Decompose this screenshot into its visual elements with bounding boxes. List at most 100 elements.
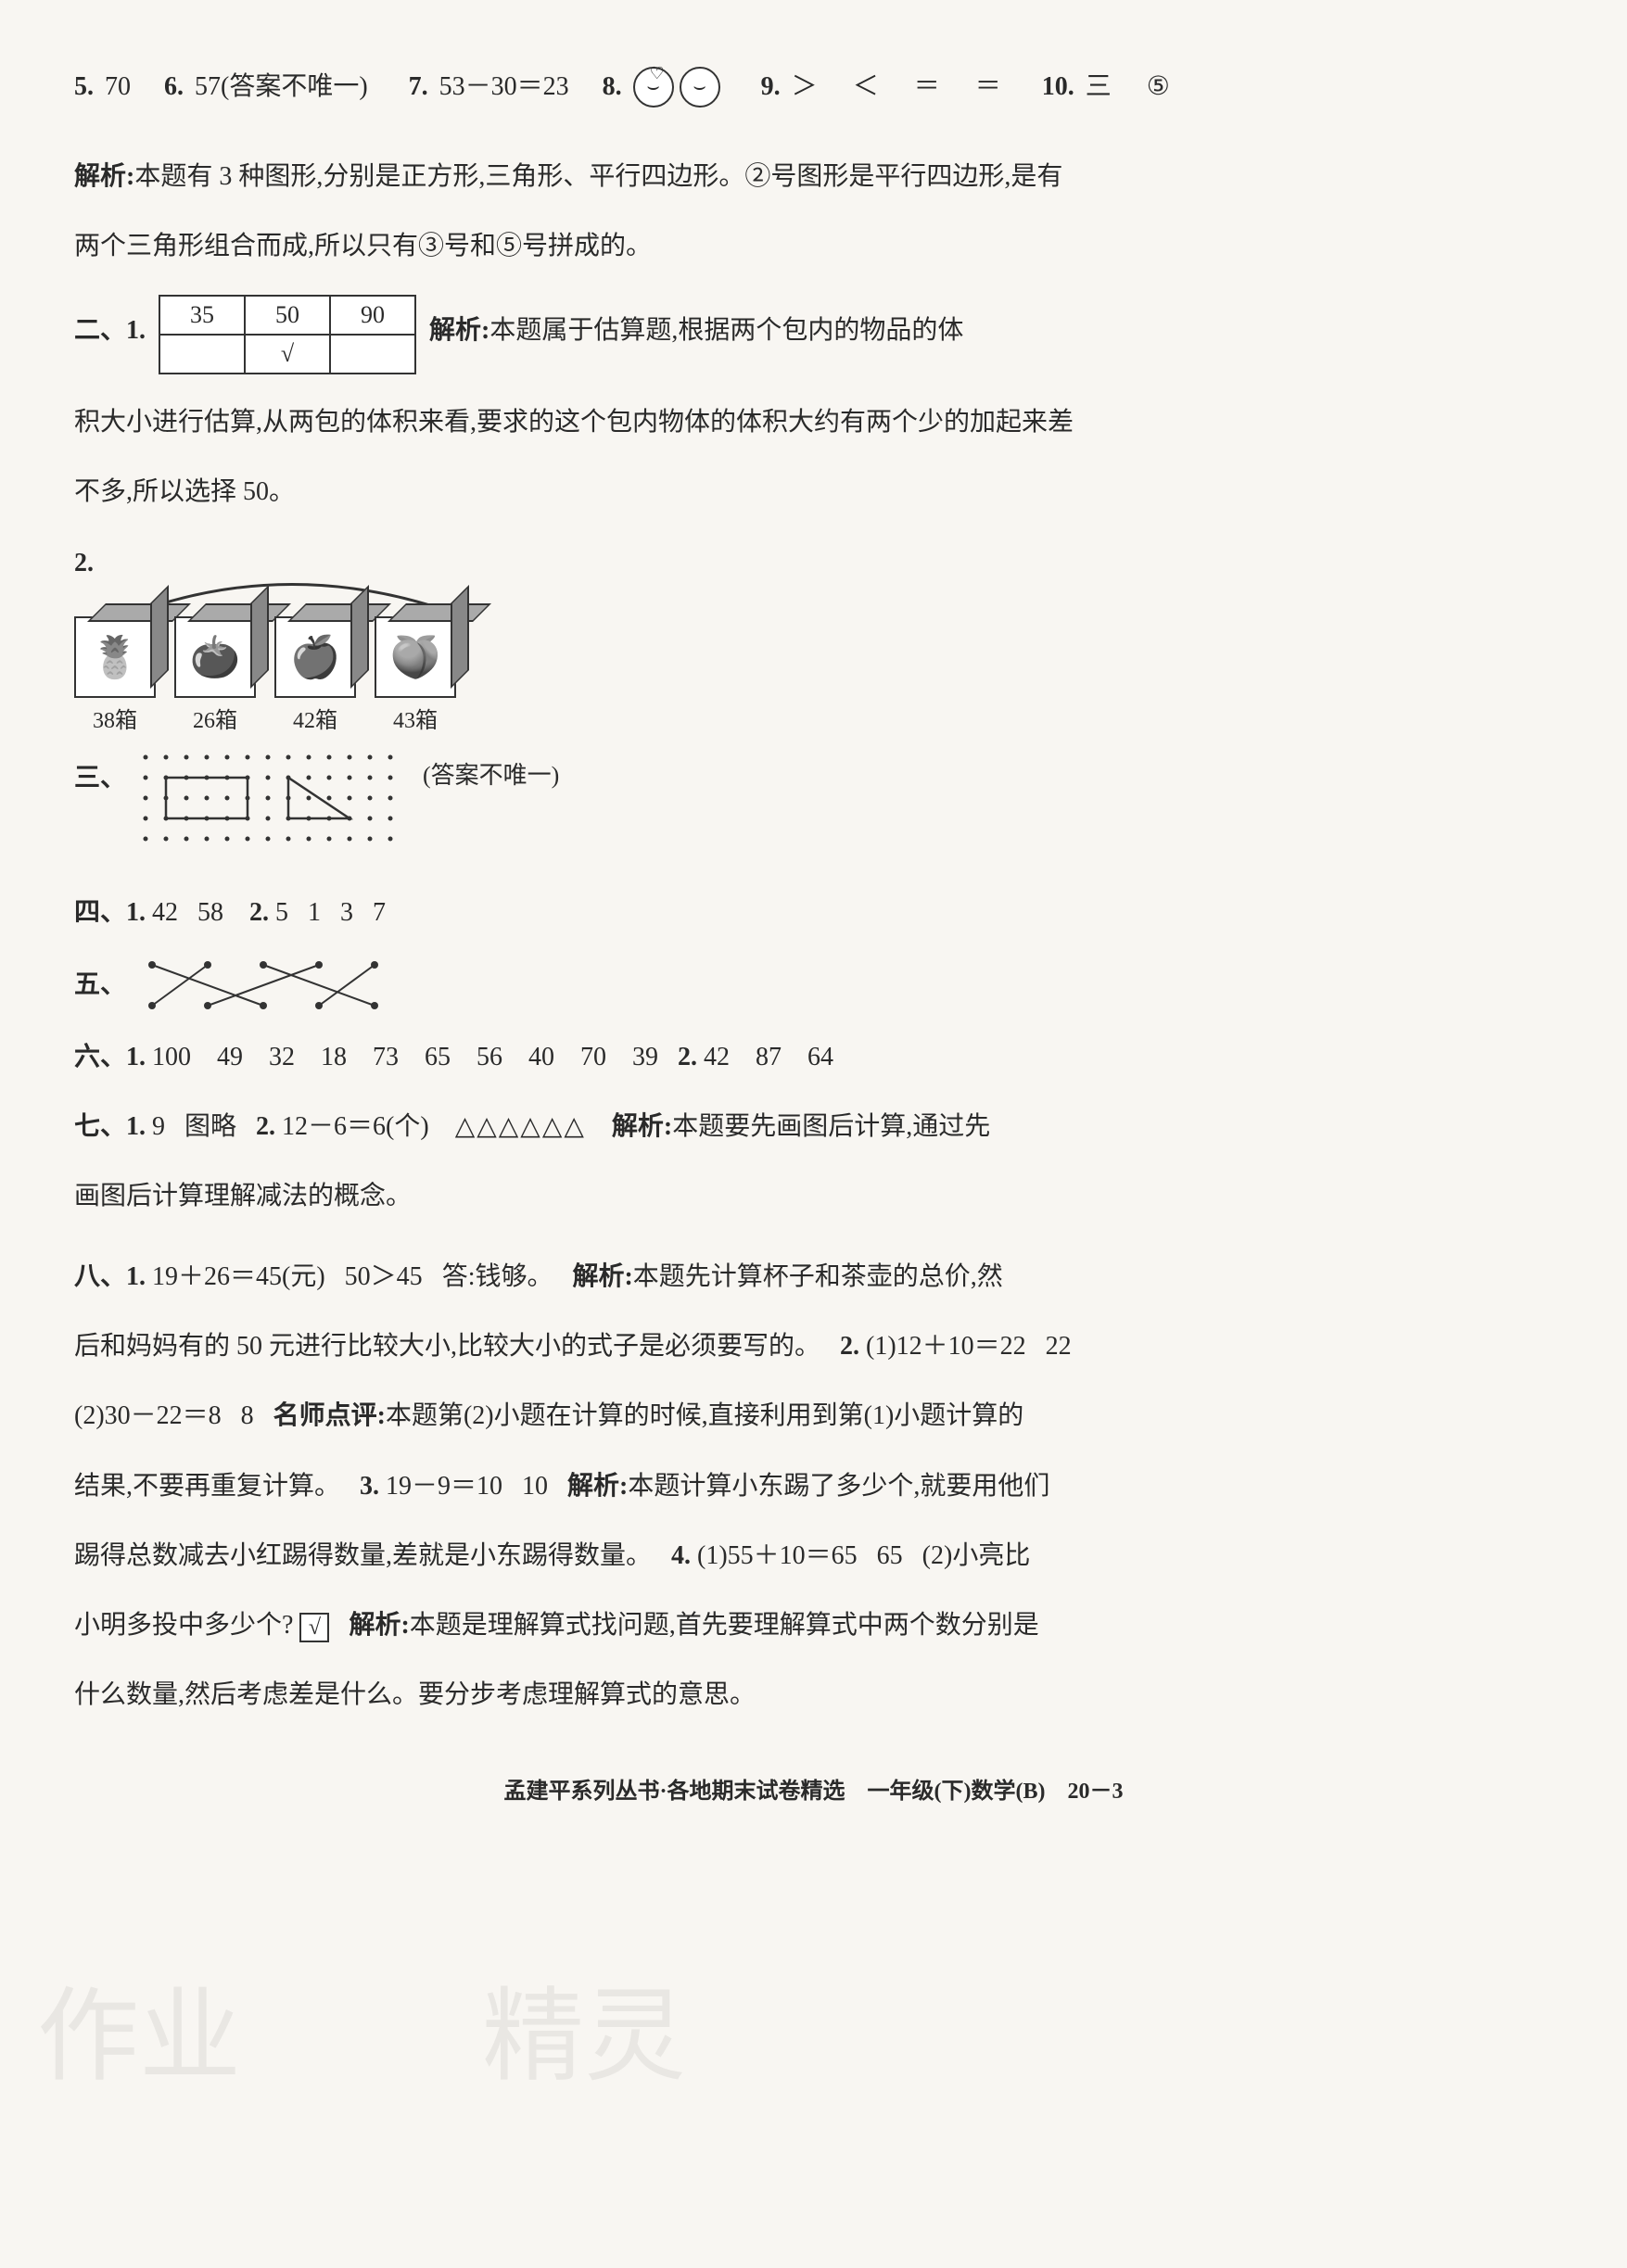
- s4-val: 58: [197, 898, 223, 927]
- section-2-after: 解析:本题属于估算题,根据两个包内的物品的体: [429, 299, 963, 361]
- section-3: 三、 (答案不唯一): [74, 747, 1553, 872]
- q9-num: 9.: [761, 56, 781, 118]
- q7-val: 53－30＝23: [439, 56, 569, 118]
- s8-q3label: 3.: [360, 1472, 379, 1501]
- s8-l3a2: 8: [241, 1401, 254, 1430]
- table-cell: 35: [159, 296, 245, 335]
- s4-val: 7: [373, 898, 386, 927]
- s6-vals2: 42 87 64: [704, 1043, 833, 1071]
- section-7-cont: 画图后计算理解减法的概念。: [74, 1165, 1553, 1227]
- q9-val: ＝: [914, 56, 940, 118]
- answer-row-1: 5. 70 6. 57(答案不唯一) 7. 53－30＝23 8. ♡ ⌣ ⌣ …: [74, 56, 1553, 118]
- s8-l5c: (2)小亮比: [922, 1541, 1031, 1570]
- box-label: 42箱: [293, 702, 337, 734]
- section-2-cont: 积大小进行估算,从两包的体积来看,要求的这个包内物体的体积大约有两个少的加起来差: [74, 391, 1553, 453]
- s8-l5b2: 65: [877, 1541, 903, 1570]
- q9-val: ＝: [975, 56, 1001, 118]
- s4-val: 3: [340, 898, 353, 927]
- s8-l5: 踢得总数减去小红踢得数量,差就是小东踢得数量。: [74, 1541, 652, 1570]
- q9-val: ＜: [853, 56, 879, 118]
- face-icon: ⌣: [680, 67, 720, 108]
- fruit-box: 🍅 26箱: [174, 616, 256, 734]
- watermark: 精灵: [482, 1953, 686, 2101]
- section-4-label2: 2.: [249, 898, 269, 927]
- table-cell: 50: [245, 296, 330, 335]
- fruit-box: 🍍 38箱: [74, 616, 156, 734]
- table-cell: √: [245, 335, 330, 374]
- analysis-label: 解析:: [429, 316, 489, 345]
- fruit-box: 🍑 43箱: [375, 616, 456, 734]
- section-2-cont2: 不多,所以选择 50。: [74, 461, 1553, 523]
- section-7-label: 七、1.: [74, 1112, 146, 1141]
- q6-val: 57(答案不唯一): [195, 56, 368, 118]
- q5-val: 70: [105, 56, 131, 118]
- s8-q2a: (1)12＋10＝22: [866, 1332, 1026, 1361]
- q10-num: 10.: [1042, 56, 1074, 118]
- section-6-label2: 2.: [678, 1043, 697, 1071]
- watermark: 作业: [37, 1953, 241, 2101]
- analysis-label: 解析:: [572, 1262, 632, 1291]
- q7-num: 7.: [409, 56, 428, 118]
- heart-icon: ♡: [650, 54, 665, 94]
- s8-q2a2: 22: [1046, 1332, 1072, 1361]
- s8-l6b: 本题是理解算式找问题,首先要理解算式中两个数分别是: [410, 1611, 1039, 1640]
- s4-val: 1: [308, 898, 321, 927]
- s8-l5b: (1)55＋10＝65: [697, 1541, 858, 1570]
- box-label: 38箱: [93, 702, 137, 734]
- estimate-table: 35 50 90 √: [159, 295, 416, 374]
- section-8-label: 八、1.: [74, 1262, 146, 1291]
- dot-grid-svg: [135, 747, 413, 849]
- analysis-label: 解析:: [567, 1472, 628, 1501]
- section-3-note: (答案不唯一): [423, 747, 559, 805]
- section-6-label: 六、1.: [74, 1043, 146, 1071]
- analysis-label: 解析:: [74, 162, 134, 191]
- fruit-boxes-row: 🍍 38箱 🍅 26箱 🍎 42箱 🍑 43箱: [74, 616, 1553, 734]
- section-5-label: 五、: [74, 954, 126, 1016]
- q6-num: 6.: [164, 56, 184, 118]
- s8-l4c: 本题计算小东踢了多少个,就要用他们: [628, 1472, 1049, 1501]
- s4-val: 5: [275, 898, 288, 927]
- s6-vals: 100 49 32 18 73 65 56 40 70 39: [152, 1043, 658, 1071]
- s8-q2label: 2.: [840, 1332, 859, 1361]
- s8-l3b: 本题第(2)小题在计算的时候,直接利用到第(1)小题计算的: [386, 1401, 1023, 1430]
- analysis-1: 解析:本题有 3 种图形,分别是正方形,三角形、平行四边形。②号图形是平行四边形…: [74, 146, 1553, 208]
- s8-l3a: (2)30－22＝8: [74, 1401, 222, 1430]
- table-cell: [330, 335, 415, 374]
- peach-icon: 🍑: [390, 633, 441, 681]
- analysis-label: 解析:: [612, 1112, 672, 1141]
- q8-num: 8.: [603, 56, 622, 118]
- box-label: 26箱: [193, 702, 237, 734]
- section-4-label: 四、1.: [74, 898, 146, 927]
- dot-grid-shapes: [135, 747, 413, 872]
- q5-num: 5.: [74, 56, 94, 118]
- s8-q4label: 4.: [671, 1541, 691, 1570]
- q10-val: 三: [1086, 56, 1112, 118]
- table-row: √: [159, 335, 415, 374]
- section-2-row: 二、1. 35 50 90 √ 解析:本题属于估算题,根据两个包内的物品的体: [74, 295, 1553, 374]
- analysis-text: 本题有 3 种图形,分别是正方形,三角形、平行四边形。②号图形是平行四边形,是有: [134, 162, 1062, 191]
- teacher-label: 名师点评:: [273, 1401, 386, 1430]
- checkbox-icon: √: [299, 1613, 329, 1642]
- section-8-l1: 八、1. 19＋26＝45(元) 50＞45 答:钱够。 解析:本题先计算杯子和…: [74, 1246, 1553, 1308]
- triangles-icon: △△△△△△: [455, 1112, 586, 1141]
- section-5: 五、: [74, 952, 1553, 1019]
- s8-l4b: 19－9＝10: [386, 1472, 502, 1501]
- section-8-l6: 小明多投中多少个? √ 解析:本题是理解算式找问题,首先要理解算式中两个数分别是: [74, 1594, 1553, 1656]
- analysis-text: 两个三角形组合而成,所以只有③号和⑤号拼成的。: [74, 232, 652, 260]
- fruit-box: 🍎 42箱: [274, 616, 356, 734]
- section-7: 七、1. 9 图略 2. 12－6＝6(个) △△△△△△ 解析:本题要先画图后…: [74, 1096, 1553, 1158]
- section-8-l4: 结果,不要再重复计算。 3. 19－9＝10 10 解析:本题计算小东踢了多少个…: [74, 1455, 1553, 1517]
- section-8-l3: (2)30－22＝8 8 名师点评:本题第(2)小题在计算的时候,直接利用到第(…: [74, 1385, 1553, 1447]
- section-8-l2: 后和妈妈有的 50 元进行比较大小,比较大小的式子是必须要写的。 2. (1)1…: [74, 1315, 1553, 1377]
- section-8-l7: 什么数量,然后考虑差是什么。要分步考虑理解算式的意思。: [74, 1664, 1553, 1726]
- s8-l1a: 19＋26＝45(元): [152, 1262, 325, 1291]
- s8-l2: 后和妈妈有的 50 元进行比较大小,比较大小的式子是必须要写的。: [74, 1332, 820, 1361]
- section-2-label: 二、1.: [74, 299, 146, 361]
- matching-diagram: [133, 957, 402, 1013]
- s8-l4: 结果,不要再重复计算。: [74, 1472, 340, 1501]
- q9-val: ＞: [792, 56, 818, 118]
- section-3-label: 三、: [74, 747, 126, 809]
- table-cell: [159, 335, 245, 374]
- q10-val: ⑤: [1147, 56, 1170, 118]
- analysis-1-cont: 两个三角形组合而成,所以只有③号和⑤号拼成的。: [74, 215, 1553, 277]
